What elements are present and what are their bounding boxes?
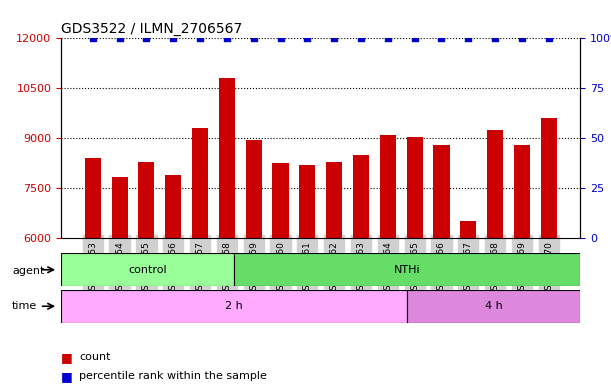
Point [195, 35, 205, 41]
Point [142, 35, 152, 41]
Bar [541, 118, 557, 238]
Text: control: control [128, 265, 167, 275]
Bar [380, 135, 396, 238]
Text: time: time [12, 301, 37, 311]
Point [356, 35, 366, 41]
Bar [61, 290, 408, 323]
Point [490, 35, 500, 41]
Point [517, 35, 527, 41]
Bar [273, 163, 288, 238]
Bar [112, 177, 128, 238]
Bar [219, 78, 235, 238]
Bar [299, 165, 315, 238]
Bar [326, 162, 342, 238]
Bar [85, 158, 101, 238]
Point [222, 35, 232, 41]
Text: count: count [79, 352, 111, 362]
Text: GDS3522 / ILMN_2706567: GDS3522 / ILMN_2706567 [61, 22, 243, 36]
Bar [234, 253, 580, 286]
Bar [165, 175, 181, 238]
Text: percentile rank within the sample: percentile rank within the sample [79, 371, 267, 381]
Point [383, 35, 393, 41]
Point [115, 35, 125, 41]
Bar [460, 222, 477, 238]
Point [437, 35, 447, 41]
Point [329, 35, 339, 41]
Bar [514, 145, 530, 238]
Point [169, 35, 178, 41]
Point [463, 35, 473, 41]
Point [544, 35, 554, 41]
Text: NTHi: NTHi [394, 265, 420, 275]
Point [88, 35, 98, 41]
Text: agent: agent [12, 266, 45, 276]
Bar [408, 290, 580, 323]
Bar [138, 162, 155, 238]
Bar [487, 130, 503, 238]
Bar [406, 137, 423, 238]
Bar [433, 145, 450, 238]
Bar [353, 155, 369, 238]
Bar [61, 253, 234, 286]
Point [276, 35, 285, 41]
Point [249, 35, 258, 41]
Point [410, 35, 420, 41]
Text: 2 h: 2 h [225, 301, 243, 311]
Bar [192, 128, 208, 238]
Text: ■: ■ [61, 351, 73, 364]
Text: 4 h: 4 h [485, 301, 503, 311]
Point [302, 35, 312, 41]
Text: ■: ■ [61, 370, 73, 383]
Bar [246, 140, 262, 238]
